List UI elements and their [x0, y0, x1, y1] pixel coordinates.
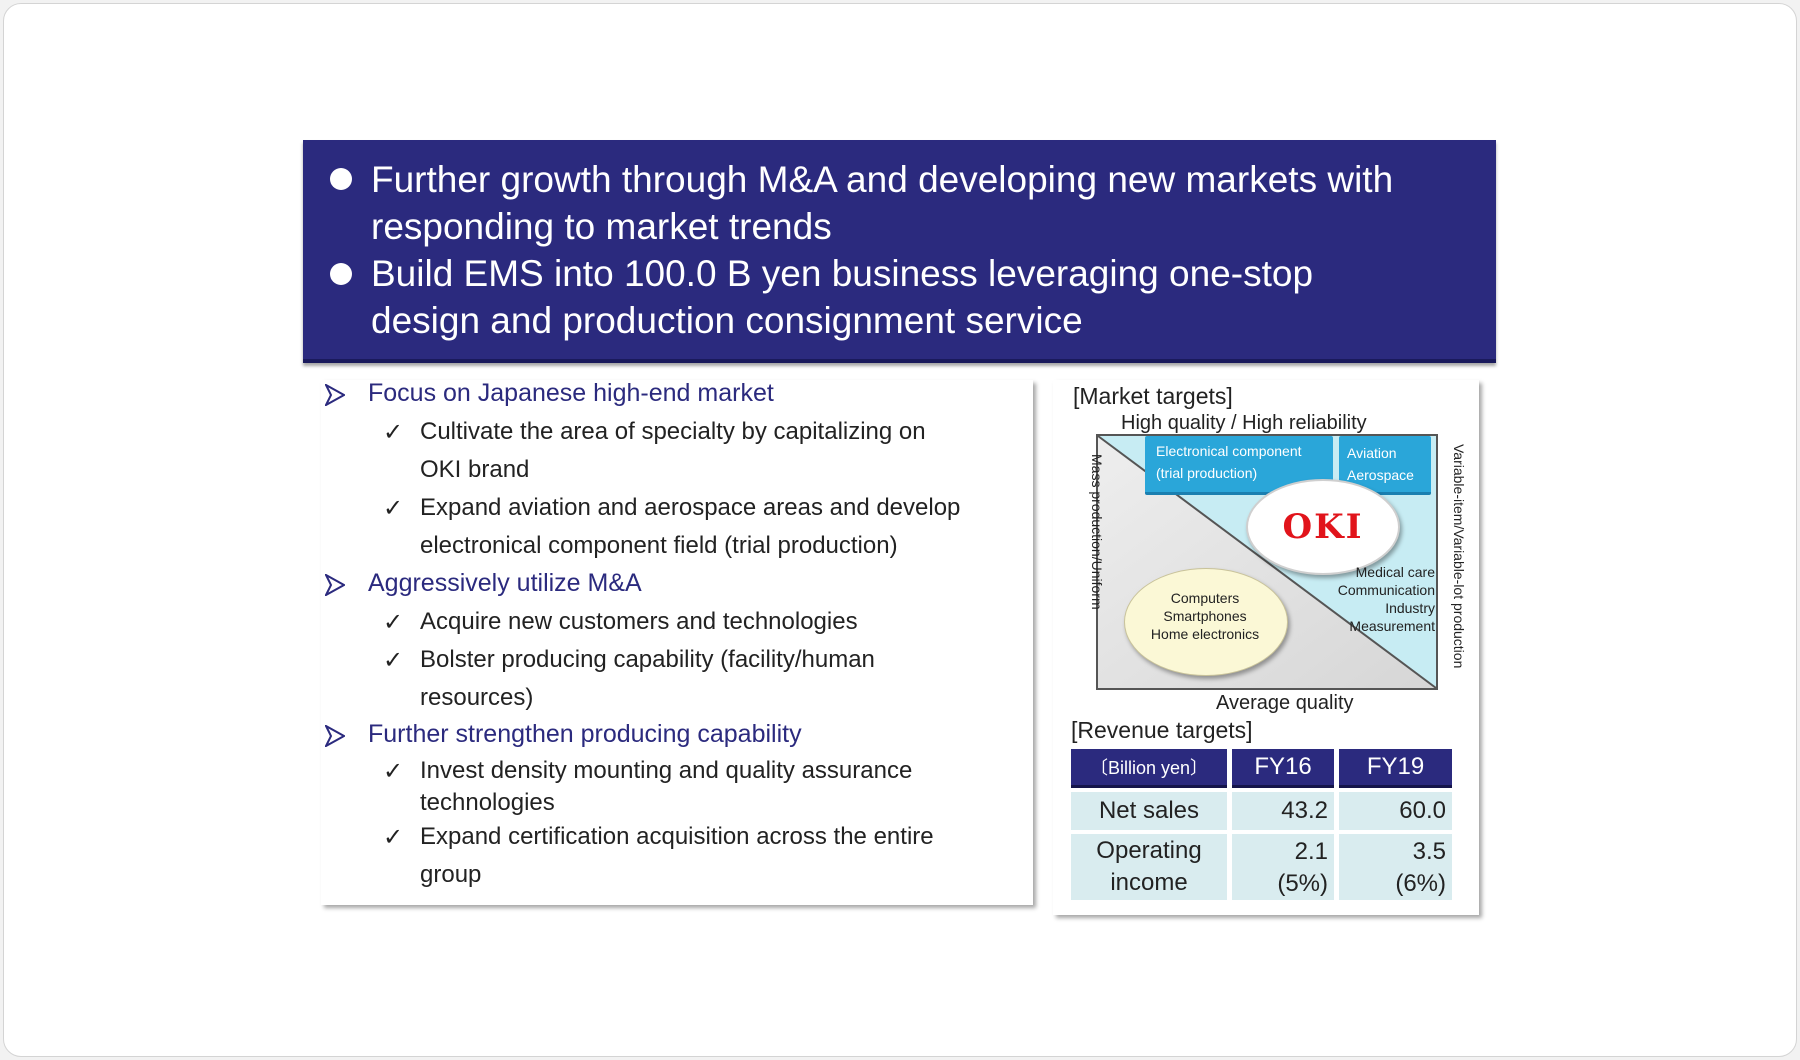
- check-icon: ✓: [383, 418, 404, 446]
- bullet-dot-2: [330, 263, 352, 285]
- strategy-panel: [321, 380, 1033, 905]
- banner-bullet2-line1: Build EMS into 100.0 B yen business leve…: [371, 253, 1314, 294]
- arrowhead-bullet-icon: [325, 574, 345, 596]
- right-list-industry: Industry: [1385, 600, 1435, 616]
- heading-focus-market: Focus on Japanese high-end market: [368, 379, 774, 407]
- ellipse-smartphones: Smartphones: [1163, 608, 1247, 624]
- bullet-invest-line2: technologies: [420, 789, 555, 816]
- right-list-medical: Medical care: [1355, 564, 1435, 580]
- ellipse-computers: Computers: [1170, 590, 1240, 606]
- table-header-fy19: FY19: [1339, 749, 1452, 788]
- bullet-bolster-line1: Bolster producing capability (facility/h…: [420, 646, 875, 673]
- operating-line1: Operating: [1096, 837, 1202, 864]
- bullet-cultivate-line1: Cultivate the area of specialty by capit…: [420, 418, 926, 445]
- market-targets-title: [Market targets]: [1073, 383, 1233, 409]
- revenue-targets-title: [Revenue targets]: [1071, 717, 1253, 743]
- headline-banner: [303, 140, 1496, 363]
- bullet-expand-aviation-line2: electronical component field (trial prod…: [420, 532, 898, 559]
- banner-bullet1-line2: responding to market trends: [371, 206, 832, 247]
- check-icon: ✓: [383, 494, 404, 522]
- left-vertical-label: Mass production/Uniform: [1089, 454, 1105, 610]
- box2-line2: Aerospace: [1347, 467, 1414, 483]
- oi-fy19-margin: (6%): [1395, 870, 1446, 897]
- oi-fy16-value: 2.1: [1294, 838, 1328, 865]
- arrowhead-bullet-icon: [325, 725, 345, 747]
- oki-logo: OKI: [1246, 479, 1400, 575]
- bullet-acquire-line1: Acquire new customers and technologies: [420, 608, 858, 635]
- bullet-bolster-line2: resources): [420, 684, 534, 711]
- right-list-measurement: Measurement: [1349, 618, 1435, 634]
- row-label-operating-income: Operating income: [1071, 834, 1227, 900]
- row-label-net-sales: Net sales: [1071, 792, 1227, 830]
- arrowhead-bullet-icon: [325, 384, 345, 406]
- table-header-fy16: FY16: [1232, 749, 1334, 788]
- operating-income-fy16: 2.1 (5%): [1232, 834, 1334, 900]
- bullet-dot-1: [330, 168, 352, 190]
- banner-bullet1-line1: Further growth through M&A and developin…: [371, 159, 1394, 200]
- heading-utilize-ma: Aggressively utilize M&A: [368, 569, 642, 597]
- operating-line2: income: [1110, 869, 1188, 896]
- market-bottom-label: Average quality: [1216, 692, 1354, 714]
- oi-fy19-value: 3.5: [1412, 838, 1446, 865]
- box1-line1: Electronical component: [1156, 443, 1302, 459]
- right-vertical-label: Variable-item/Variable-lot production: [1451, 444, 1467, 669]
- oi-fy16-margin: (5%): [1277, 870, 1328, 897]
- net-sales-fy16: 43.2: [1232, 792, 1334, 830]
- market-top-label: High quality / High reliability: [1121, 412, 1367, 434]
- right-list-communication: Communication: [1337, 582, 1435, 598]
- heading-strengthen-capability: Further strengthen producing capability: [368, 720, 802, 748]
- oki-logo-text: OKI: [1282, 507, 1364, 547]
- net-sales-fy19: 60.0: [1339, 792, 1452, 830]
- check-icon: ✓: [383, 608, 404, 636]
- check-icon: ✓: [383, 757, 404, 785]
- box1-line2: (trial production): [1156, 465, 1258, 481]
- bullet-cultivate-line2: OKI brand: [420, 456, 530, 483]
- banner-bullet2-line2: design and production consignment servic…: [371, 300, 1083, 341]
- check-icon: ✓: [383, 823, 404, 851]
- bullet-certification-line1: Expand certification acquisition across …: [420, 823, 934, 850]
- operating-income-fy19: 3.5 (6%): [1339, 834, 1452, 900]
- table-unit-header: 〔Billion yen〕: [1071, 749, 1227, 788]
- bullet-expand-aviation-line1: Expand aviation and aerospace areas and …: [420, 494, 961, 521]
- check-icon: ✓: [383, 646, 404, 674]
- bullet-certification-line2: group: [420, 861, 482, 888]
- consumer-ellipse: [1124, 568, 1288, 676]
- box2-line1: Aviation: [1347, 445, 1397, 461]
- ellipse-home-electronics: Home electronics: [1150, 626, 1260, 642]
- bullet-invest-line1: Invest density mounting and quality assu…: [420, 757, 913, 784]
